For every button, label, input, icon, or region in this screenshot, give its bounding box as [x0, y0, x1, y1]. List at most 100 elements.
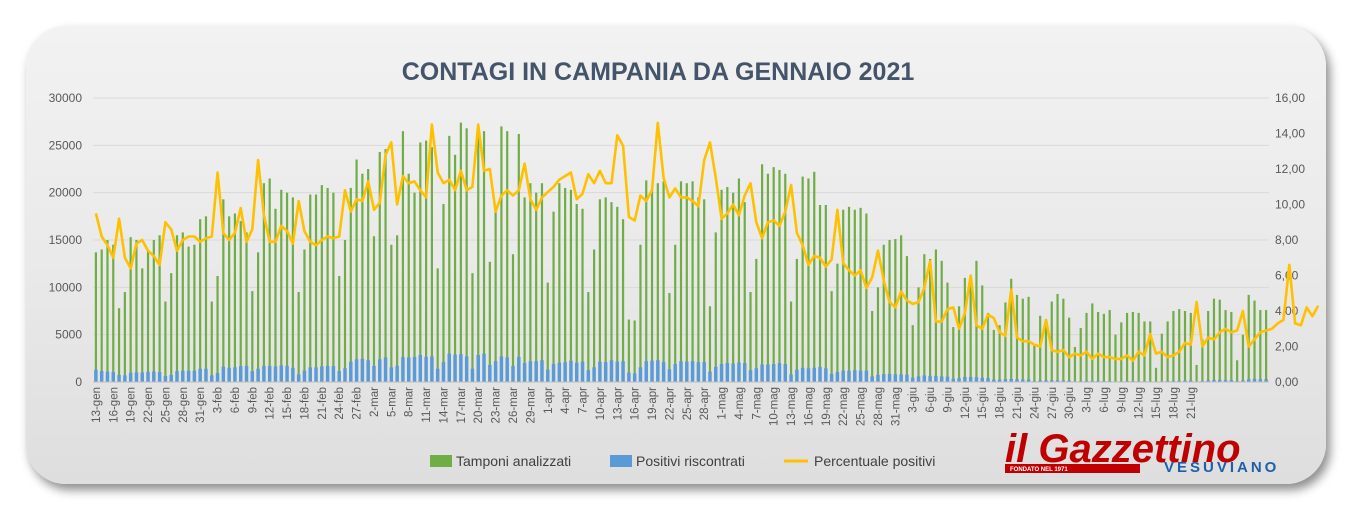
tamponi-bar — [117, 308, 121, 382]
positivi-bar — [447, 353, 452, 382]
positivi-bar — [870, 376, 874, 382]
positivi-bar — [806, 368, 811, 382]
x-tick-label: 13-gen — [91, 387, 103, 423]
x-tick-label: 18-lug — [1168, 387, 1180, 419]
tamponi-bar — [332, 192, 335, 382]
tamponi-bar — [129, 237, 132, 382]
tamponi-bar — [737, 178, 741, 382]
legend-label-percentuale: Percentuale positivi — [814, 453, 935, 469]
tamponi-bar — [349, 187, 352, 382]
positivi-bar — [210, 375, 214, 382]
positivi-bar — [169, 374, 173, 382]
x-tick-label: 23-mar — [491, 387, 503, 424]
y-left-tick-label: 30000 — [49, 91, 83, 105]
positivi-bar — [963, 376, 967, 382]
y-right-tick-label: 6,00 — [1275, 269, 1299, 283]
tamponi-bar — [1218, 299, 1221, 382]
tamponi-bar — [1137, 312, 1140, 382]
positivi-bar — [951, 378, 956, 382]
tamponi-bar — [500, 126, 503, 383]
tamponi-bar — [453, 154, 457, 382]
x-tick-label: 19-apr — [647, 387, 659, 420]
positivi-bar — [644, 361, 648, 382]
tamponi-bar — [917, 287, 920, 382]
tamponi-bar — [830, 291, 833, 382]
positivi-bars — [94, 353, 1268, 382]
positivi-bar — [505, 357, 509, 382]
tamponi-bar — [94, 252, 97, 382]
positivi-bar — [157, 372, 162, 382]
tamponi-bar — [170, 273, 173, 382]
tamponi-bar — [900, 235, 903, 382]
tamponi-bar — [372, 236, 376, 382]
tamponi-bar — [465, 128, 468, 382]
positivi-bar — [308, 367, 312, 382]
x-tick-label: 22-mag — [838, 387, 850, 426]
tamponi-bar — [523, 197, 526, 382]
tamponi-bar — [1044, 319, 1048, 382]
tamponi-bar — [204, 216, 208, 382]
tamponi-bar — [761, 164, 764, 382]
positivi-bar — [656, 360, 660, 382]
x-tick-label: 1-mag — [717, 387, 729, 420]
tamponi-bar — [187, 246, 190, 382]
tamponi-bar — [697, 197, 700, 382]
tamponi-bar — [1247, 294, 1250, 382]
tamponi-bar — [1085, 312, 1088, 382]
positivi-bar — [748, 370, 753, 382]
positivi-bar — [320, 366, 324, 382]
positivi-bar — [1229, 380, 1234, 382]
tamponi-bar — [164, 301, 167, 382]
positivi-bar — [853, 370, 857, 382]
x-tick-label: 18-giu — [995, 387, 1007, 419]
x-tick-label: 15-feb — [282, 387, 294, 420]
tamponi-bar — [326, 187, 329, 382]
positivi-bar — [1171, 380, 1176, 382]
tamponi-bar — [1236, 360, 1239, 382]
positivi-bar — [760, 364, 764, 382]
tamponi-bar — [1062, 298, 1065, 382]
positivi-bar — [882, 373, 886, 382]
positivi-bar — [945, 376, 950, 382]
positivi-bar — [725, 363, 730, 382]
positivi-bar — [256, 368, 260, 382]
x-tick-label: 16-mag — [803, 387, 815, 426]
positivi-bar — [864, 370, 869, 382]
tamponi-bar — [552, 211, 555, 382]
positivi-bar — [992, 379, 996, 382]
positivi-bar — [94, 369, 98, 382]
tamponi-bar — [239, 221, 242, 382]
tamponi-bar — [407, 173, 410, 382]
tamponi-bar — [789, 301, 793, 382]
positivi-bar — [1102, 380, 1106, 382]
tamponi-bar — [957, 306, 961, 382]
positivi-bar — [488, 364, 492, 382]
x-tick-label: 11-mar — [421, 387, 433, 423]
positivi-bar — [679, 361, 683, 382]
tamponi-bar — [367, 169, 370, 382]
positivi-bar — [934, 375, 938, 382]
tamponi-bar — [853, 209, 856, 382]
positivi-bar — [1067, 380, 1071, 382]
tamponi-bar — [193, 244, 196, 382]
tamponi-bar — [314, 194, 318, 382]
positivi-bar — [835, 372, 840, 382]
x-tick-label: 15-giu — [977, 387, 989, 419]
tamponi-bar — [303, 249, 306, 382]
positivi-bar — [551, 364, 556, 382]
x-tick-label: 20-mar — [473, 387, 485, 424]
positivi-bar — [291, 367, 295, 382]
positivi-bar — [105, 371, 110, 382]
y-right-tick-label: 2,00 — [1275, 340, 1299, 354]
tamponi-bar — [291, 197, 294, 382]
positivi-bar — [1183, 380, 1187, 382]
x-tick-label: 24-feb — [334, 387, 346, 420]
tamponi-bar — [593, 249, 596, 382]
tamponi-bar — [946, 282, 949, 382]
logo-vesuviano-text: VESUVIANO — [1164, 459, 1279, 476]
tamponi-bar — [216, 275, 219, 382]
positivi-bar — [754, 368, 759, 382]
legend-item-positivi: Positivi riscontrati — [610, 453, 745, 469]
